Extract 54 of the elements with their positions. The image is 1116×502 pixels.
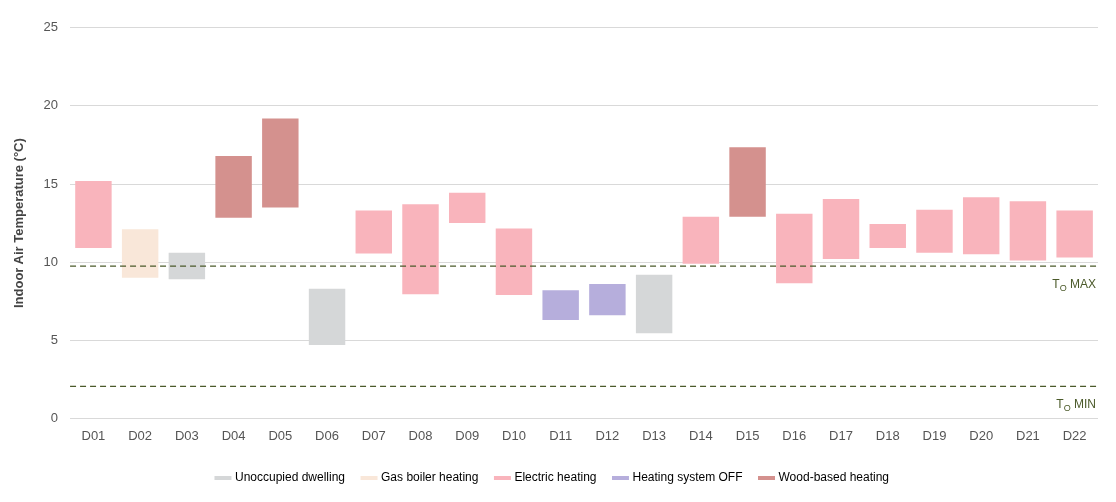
bar — [776, 213, 813, 284]
x-tick-label: D10 — [502, 427, 526, 443]
x-tick-label: D17 — [829, 427, 853, 443]
bar — [1009, 201, 1047, 261]
bar — [1056, 210, 1093, 258]
y-tick-label: 15 — [43, 175, 59, 191]
bar — [916, 209, 953, 253]
y-tick-label: 20 — [43, 97, 59, 113]
x-tick-label: D13 — [642, 427, 667, 443]
x-tick-label: D20 — [969, 427, 994, 443]
x-tick-label: D16 — [782, 427, 807, 443]
bar — [355, 210, 392, 254]
x-tick-label: D09 — [455, 427, 480, 443]
bar — [962, 197, 1000, 255]
legend-label: Unoccupied dwelling — [234, 470, 346, 485]
y-axis-title: Indoor Air Temperature (°C) — [11, 138, 27, 309]
x-tick-label: D22 — [1062, 427, 1087, 443]
x-tick-label: D02 — [128, 427, 153, 443]
x-tick-label: D07 — [361, 427, 386, 443]
x-tick-label: D11 — [549, 427, 573, 443]
x-tick-label: D21 — [1015, 427, 1040, 443]
y-tick-label: 0 — [50, 409, 59, 425]
legend-label: Heating system OFF — [632, 470, 743, 485]
x-tick-label: D14 — [688, 427, 713, 443]
y-tick-label: 10 — [43, 253, 59, 269]
bar — [542, 290, 579, 320]
bar — [121, 229, 159, 278]
bar — [402, 204, 439, 295]
bar — [682, 216, 720, 264]
legend-label: Electric heating — [514, 470, 597, 485]
bar — [589, 284, 626, 316]
bar — [215, 155, 252, 218]
legend-label: Wood-based heating — [778, 470, 890, 485]
x-tick-label: D01 — [81, 427, 106, 443]
x-tick-label: D05 — [268, 427, 293, 443]
legend-label: Gas boiler heating — [381, 470, 479, 485]
x-tick-label: D06 — [315, 427, 339, 443]
x-tick-label: D12 — [595, 427, 620, 443]
x-tick-label: D15 — [735, 427, 760, 443]
x-tick-label: D04 — [221, 427, 246, 443]
bar — [262, 118, 299, 208]
y-tick-label: 25 — [43, 19, 59, 35]
bar — [75, 180, 112, 249]
bar — [729, 147, 766, 217]
x-tick-label: D18 — [875, 427, 900, 443]
bar — [822, 198, 860, 260]
bar — [635, 274, 673, 334]
x-tick-label: D08 — [408, 427, 433, 443]
y-tick-label: 5 — [50, 331, 59, 347]
bar — [869, 223, 906, 249]
bar — [449, 192, 486, 224]
bar — [495, 228, 533, 295]
x-tick-label: D03 — [174, 427, 199, 443]
x-tick-label: D19 — [922, 427, 947, 443]
